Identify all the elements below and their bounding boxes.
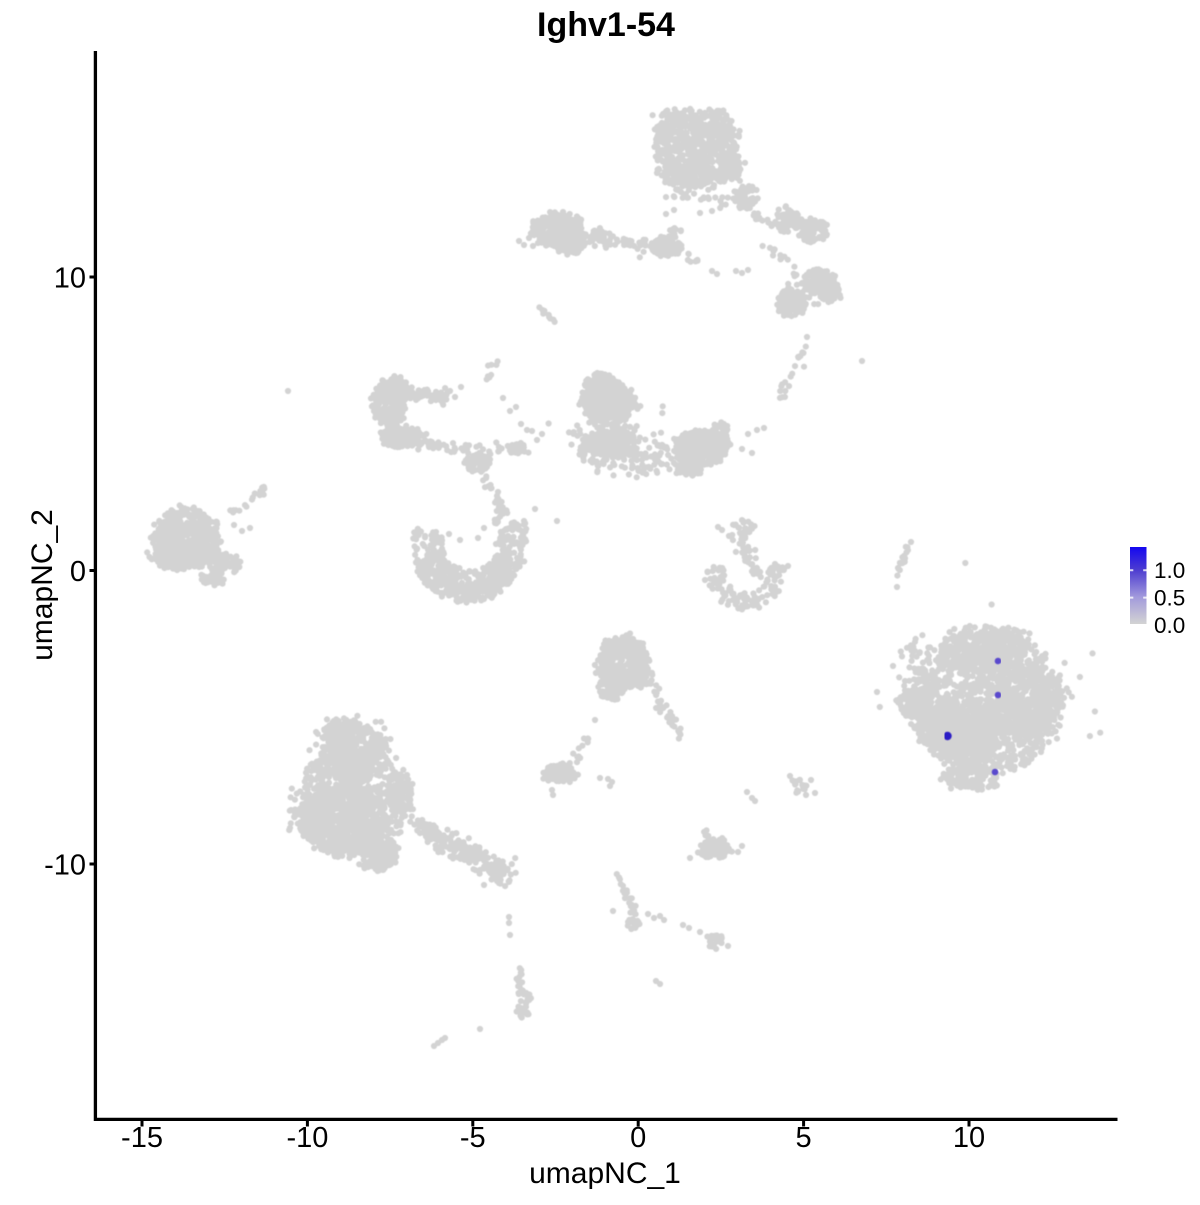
svg-text:-10: -10 [44,850,86,882]
svg-text:0.0: 0.0 [1154,613,1185,638]
svg-text:1.0: 1.0 [1154,558,1185,583]
svg-text:Ighv1-54: Ighv1-54 [537,6,675,44]
svg-text:-15: -15 [121,1122,163,1154]
svg-text:10: 10 [54,263,86,295]
svg-text:-10: -10 [286,1122,328,1154]
svg-text:umapNC_1: umapNC_1 [529,1157,681,1190]
svg-text:0.5: 0.5 [1154,586,1185,611]
svg-text:10: 10 [953,1122,985,1154]
svg-text:5: 5 [796,1122,812,1154]
svg-text:0: 0 [630,1122,646,1154]
svg-text:-5: -5 [460,1122,486,1154]
svg-text:0: 0 [70,556,86,588]
svg-text:umapNC_2: umapNC_2 [26,509,59,661]
